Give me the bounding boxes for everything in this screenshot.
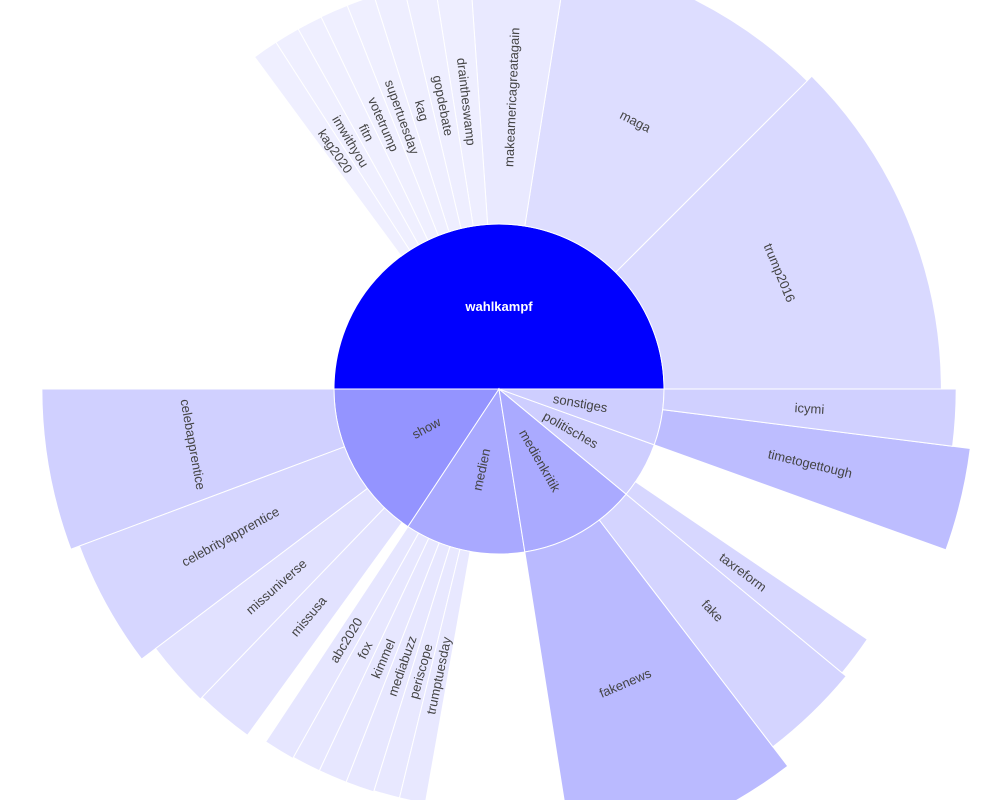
leaf-sector-trump2016[interactable] <box>614 75 942 390</box>
leaf-label-kag: kag <box>412 98 432 122</box>
leaf-label-icymi: icymi <box>794 400 825 417</box>
leaf-sector-missusa[interactable] <box>201 507 403 736</box>
leaf-sector-icymi[interactable] <box>662 388 957 447</box>
sector-label-wahlkampf: wahlkampf <box>464 299 533 314</box>
leaf-label-fitn: fitn <box>356 121 377 143</box>
leaf-label-makeamericagreatagain: makeamericagreatagain <box>501 27 522 167</box>
leaf-sector-fake[interactable] <box>598 493 847 748</box>
leaf-sector-celebrityapprentice[interactable] <box>78 446 369 660</box>
leaf-sector-kag2020[interactable] <box>253 41 411 257</box>
leaf-sector-maga[interactable] <box>524 0 808 274</box>
leaf-sector-makeamericagreatagain[interactable] <box>470 0 565 227</box>
leaf-sector-taxreform[interactable] <box>625 481 869 674</box>
leaf-label-fox: fox <box>354 638 375 661</box>
leaf-sector-celebapprentice[interactable] <box>41 388 346 550</box>
leaf-sector-timetogettough[interactable] <box>653 409 971 551</box>
leaf-sector-fakenews[interactable] <box>524 519 789 805</box>
